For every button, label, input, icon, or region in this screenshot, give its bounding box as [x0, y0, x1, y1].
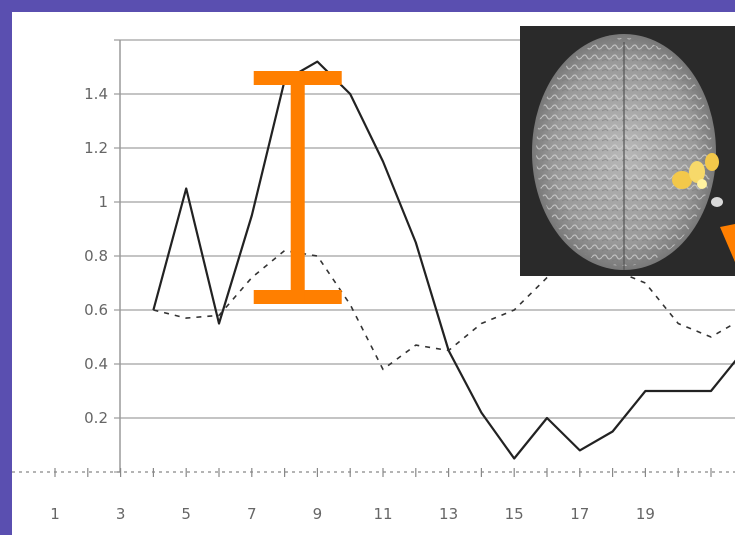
- series-line-solid: [152, 60, 735, 460]
- x-tick-label: 5: [181, 505, 191, 523]
- data-series: [152, 60, 735, 460]
- y-tick-label: 1: [98, 193, 108, 211]
- chart-panel: 0.2 0.4 0.6 0.8 1 1.2 1.4 1 3 5 7 9 11 13 15 17 19: [12, 12, 735, 535]
- x-tick-label: 19: [636, 505, 655, 523]
- orange-pointer-arrow: [720, 224, 735, 262]
- y-tick-label: 1.4: [84, 85, 108, 103]
- x-tick-label: 7: [247, 505, 257, 523]
- x-tick-label: 11: [373, 505, 392, 523]
- x-tick-label: 3: [116, 505, 126, 523]
- x-tick-label: 1: [50, 505, 60, 523]
- y-tick-label: 1.2: [84, 139, 108, 157]
- bracket-stem: [290, 71, 305, 304]
- y-axis-tick-labels: 0.2 0.4 0.6 0.8 1 1.2 1.4: [84, 85, 108, 427]
- axes: [12, 39, 735, 477]
- x-tick-label: 17: [570, 505, 589, 523]
- peak-range-bracket: [253, 71, 342, 304]
- x-tick-label: 13: [439, 505, 458, 523]
- y-tick-label: 0.2: [84, 409, 108, 427]
- brain-scan-inset: [520, 26, 735, 276]
- x-axis-tick-labels: 1 3 5 7 9 11 13 15 17 19: [50, 505, 655, 523]
- y-tick-label: 0.8: [84, 247, 108, 265]
- activation-blob: [672, 153, 723, 207]
- x-tick-label: 15: [505, 505, 524, 523]
- x-tick-label: 9: [313, 505, 323, 523]
- y-tick-label: 0.4: [84, 355, 108, 373]
- line-chart: 0.20.40.60.811.21.4 1 3 5 7 9 11 13 15 17 19: [12, 26, 735, 523]
- y-tick-label: 0.6: [84, 301, 108, 319]
- series-line-dashed: [153, 249, 735, 371]
